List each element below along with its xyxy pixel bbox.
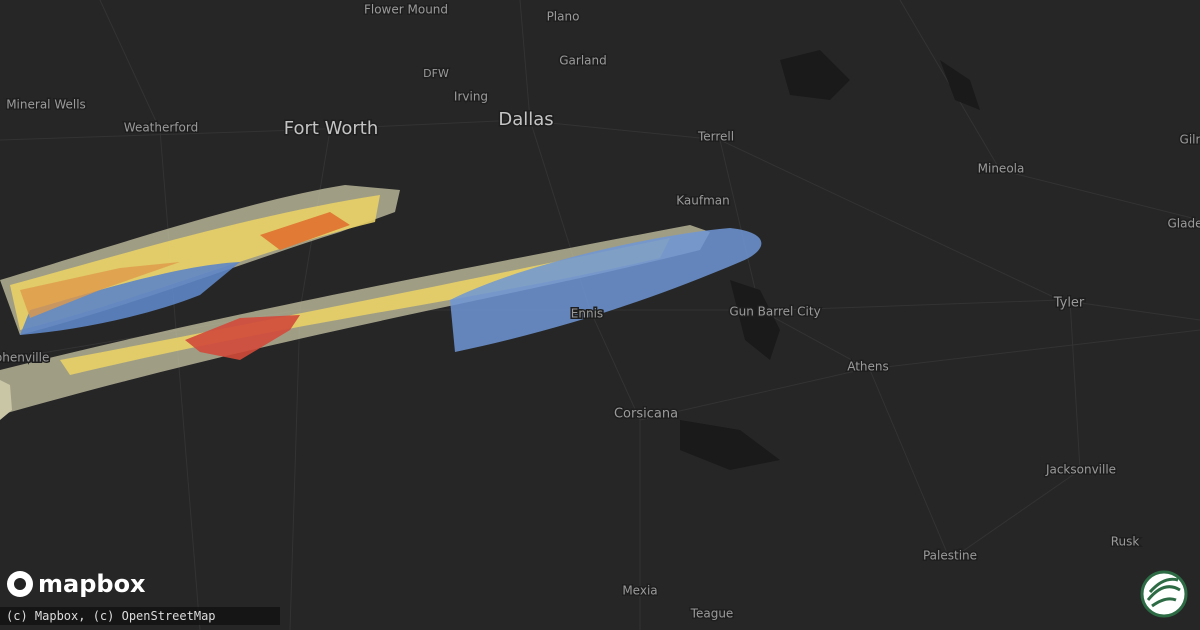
place-label: Kaufman [676, 194, 730, 208]
place-label: Plano [547, 10, 580, 24]
place-label: Gilr [1180, 133, 1200, 147]
place-label: Jacksonville [1045, 463, 1116, 477]
place-label: Garland [559, 54, 607, 68]
place-label: Athens [847, 360, 889, 374]
place-label: phenville [0, 351, 49, 365]
place-label: Irving [454, 90, 488, 104]
place-label: Gun Barrel City [729, 305, 820, 319]
place-label: Glade [1168, 217, 1200, 231]
place-label: Rusk [1111, 535, 1140, 549]
place-label: Corsicana [614, 407, 678, 422]
place-label: Teague [690, 607, 734, 621]
place-label: Fort Worth [284, 118, 379, 139]
place-label: Mineral Wells [6, 98, 86, 112]
hail-swaths [0, 185, 762, 420]
lakes [680, 50, 980, 470]
place-label: Terrell [697, 130, 734, 144]
attribution: (c) Mapbox, (c) OpenStreetMap [6, 609, 216, 623]
place-label: Palestine [923, 549, 977, 563]
place-label: Dallas [498, 109, 553, 130]
place-label: Ennis [571, 307, 603, 321]
logo-icon-inner [14, 578, 26, 590]
logo-text: mapbox [38, 570, 146, 598]
place-label: DFW [423, 67, 449, 80]
mapbox-logo: mapbox [7, 570, 146, 598]
brand-badge [1140, 570, 1188, 618]
place-label: Weatherford [124, 121, 198, 135]
place-label: Mexia [622, 584, 657, 598]
place-label: Tyler [1053, 296, 1085, 311]
attribution-bg [0, 607, 280, 625]
place-label: Flower Mound [364, 3, 448, 17]
place-label: Mineola [978, 162, 1025, 176]
